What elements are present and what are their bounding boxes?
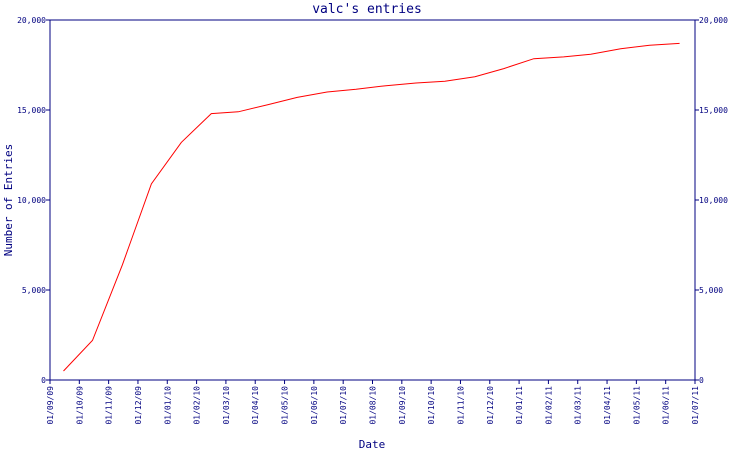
x-tick-label: 01/02/10: [193, 386, 202, 425]
x-tick-label: 01/06/10: [310, 386, 319, 425]
chart-title: valc's entries: [312, 2, 422, 17]
x-tick-label: 01/02/11: [544, 386, 553, 425]
series-line-entries: [63, 42, 680, 372]
y-tick-labels-left: 0 5,000 10,000 15,000 20,000: [17, 16, 46, 385]
axis-ticks: [46, 19, 699, 384]
y-tick-label-right: 0: [699, 376, 704, 385]
y-tick-label-left: 5,000: [22, 286, 46, 295]
x-tick-label: 01/11/10: [456, 386, 465, 425]
x-tick-label: 01/09/10: [398, 386, 407, 425]
x-tick-label: 01/01/11: [515, 386, 524, 425]
x-tick-label: 01/12/10: [486, 386, 495, 425]
y-tick-label-right: 5,000: [699, 286, 723, 295]
y-axis-label: Number of Entries: [2, 144, 15, 257]
x-tick-label: 01/06/11: [662, 386, 671, 425]
x-tick-label: 01/11/09: [105, 386, 114, 425]
y-tick-label-left: 15,000: [17, 106, 46, 115]
y-tick-label-right: 15,000: [699, 106, 728, 115]
x-tick-label: 01/07/10: [339, 386, 348, 425]
y-tick-label-left: 0: [41, 376, 46, 385]
x-tick-label: 01/01/10: [163, 386, 172, 425]
y-tick-label-left: 10,000: [17, 196, 46, 205]
x-tick-label: 01/08/10: [369, 386, 378, 425]
x-tick-label: 01/05/10: [281, 386, 290, 425]
y-tick-label-right: 20,000: [699, 16, 728, 25]
x-tick-label: 01/03/10: [222, 386, 231, 425]
x-tick-label: 01/12/09: [134, 386, 143, 425]
y-tick-label-left: 20,000: [17, 16, 46, 25]
y-tick-labels-right: 0 5,000 10,000 15,000 20,000: [699, 16, 728, 385]
x-tick-label: 01/10/10: [427, 386, 436, 425]
plot-frame: [49, 19, 696, 381]
x-tick-label: 01/04/11: [603, 386, 612, 425]
x-tick-label: 01/03/11: [574, 386, 583, 425]
x-tick-label: 01/10/09: [75, 386, 84, 425]
x-tick-label: 01/04/10: [251, 386, 260, 425]
x-tick-label: 01/09/09: [46, 386, 55, 425]
x-tick-label: 01/05/11: [632, 386, 641, 425]
y-tick-label-right: 10,000: [699, 196, 728, 205]
x-tick-label: 01/07/11: [691, 386, 700, 425]
x-tick-labels: 01/09/09 01/10/09 01/11/09 01/12/09 01/01/10…: [46, 386, 700, 425]
x-axis-label: Date: [359, 438, 386, 450]
